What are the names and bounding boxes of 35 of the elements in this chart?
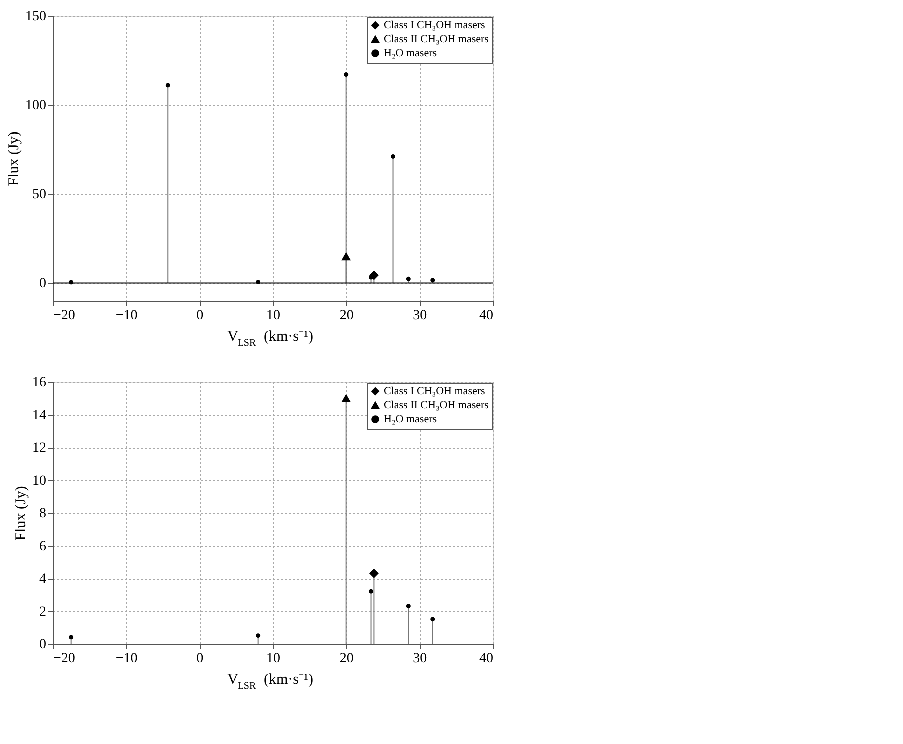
legend-label: Class I CH₃OH masers xyxy=(384,20,486,32)
y-tick-label: 4 xyxy=(40,572,46,587)
x-tick-label: 30 xyxy=(413,652,428,666)
x-tick-label: 10 xyxy=(266,652,280,666)
legend-label: H₂O masers xyxy=(384,48,438,60)
legend-label: Class II CH₃OH masers xyxy=(384,400,489,412)
x-tick-label: 30 xyxy=(413,308,428,324)
x-tick-label: 10 xyxy=(266,308,280,324)
y-axis-title: Flux (Jy) xyxy=(6,132,22,186)
y-tick-label: 150 xyxy=(26,10,46,24)
x-tick-label: 40 xyxy=(480,652,494,666)
y-tick-label: 50 xyxy=(32,188,46,203)
x-tick-label: −10 xyxy=(116,308,138,324)
legend-label: Class II CH₃OH masers xyxy=(384,34,489,46)
y-tick-label: 16 xyxy=(32,376,46,390)
y-tick-label: 10 xyxy=(32,474,46,489)
x-tick-label: 0 xyxy=(196,308,204,324)
y-tick-label: 100 xyxy=(26,98,46,114)
x-tick-label: −10 xyxy=(116,652,138,666)
y-tick-label: 14 xyxy=(32,408,46,424)
x-tick-label: −20 xyxy=(54,652,76,666)
y-tick-label: 12 xyxy=(32,441,46,456)
y-tick-label: 0 xyxy=(40,276,46,292)
x-tick-label: 40 xyxy=(480,308,494,324)
x-tick-label: 0 xyxy=(196,652,204,666)
y-axis-title: Flux (Jy) xyxy=(14,486,30,541)
y-tick-label: 0 xyxy=(40,638,46,652)
y-tick-label: 2 xyxy=(40,604,46,620)
x-tick-label: 20 xyxy=(340,308,354,324)
y-tick-label: 6 xyxy=(40,539,46,554)
legend-label: Class I CH₃OH masers xyxy=(384,386,486,398)
x-tick-label: 20 xyxy=(340,652,354,666)
y-tick-label: 8 xyxy=(40,506,46,522)
legend-label: H₂O masers xyxy=(384,414,438,426)
x-tick-label: −20 xyxy=(54,308,76,324)
